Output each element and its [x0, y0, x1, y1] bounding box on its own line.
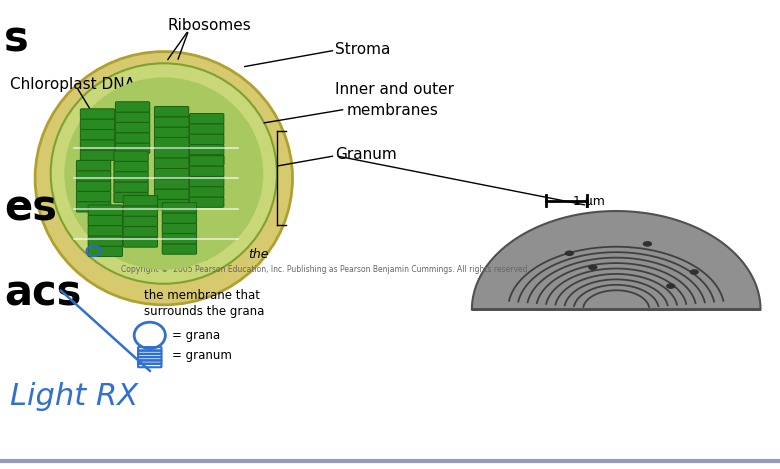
FancyBboxPatch shape [162, 203, 197, 213]
Text: Light RX: Light RX [10, 382, 138, 411]
Ellipse shape [64, 77, 264, 270]
Text: Stroma: Stroma [335, 42, 391, 57]
FancyBboxPatch shape [190, 187, 224, 197]
FancyBboxPatch shape [80, 119, 115, 129]
FancyBboxPatch shape [154, 106, 189, 117]
FancyBboxPatch shape [190, 155, 224, 165]
FancyBboxPatch shape [154, 148, 189, 158]
Text: Chloroplast DNA: Chloroplast DNA [10, 77, 135, 92]
FancyBboxPatch shape [190, 176, 224, 187]
FancyBboxPatch shape [115, 122, 150, 133]
FancyBboxPatch shape [114, 192, 148, 203]
FancyBboxPatch shape [190, 156, 224, 166]
FancyBboxPatch shape [123, 227, 158, 237]
FancyBboxPatch shape [76, 202, 111, 212]
Text: = grana: = grana [172, 329, 220, 342]
FancyBboxPatch shape [123, 196, 158, 206]
FancyBboxPatch shape [154, 117, 189, 127]
FancyBboxPatch shape [162, 223, 197, 234]
FancyBboxPatch shape [190, 144, 224, 155]
FancyBboxPatch shape [76, 160, 111, 171]
Ellipse shape [35, 52, 293, 305]
Text: Granum: Granum [335, 147, 397, 162]
FancyBboxPatch shape [190, 134, 224, 144]
FancyBboxPatch shape [154, 127, 189, 137]
Text: = granum: = granum [172, 349, 232, 362]
FancyBboxPatch shape [80, 140, 115, 150]
FancyBboxPatch shape [154, 158, 189, 168]
FancyBboxPatch shape [123, 237, 158, 247]
FancyBboxPatch shape [162, 244, 197, 254]
Text: es: es [4, 188, 57, 230]
FancyBboxPatch shape [154, 168, 189, 179]
FancyBboxPatch shape [190, 166, 224, 176]
FancyBboxPatch shape [190, 113, 224, 124]
FancyBboxPatch shape [154, 137, 189, 148]
Text: Copyright ©  2005 Pearson Education, Inc. Publishing as Pearson Benjamin Cumming: Copyright © 2005 Pearson Education, Inc.… [121, 265, 530, 274]
Text: s: s [4, 19, 29, 61]
Text: Ribosomes: Ribosomes [168, 18, 251, 33]
FancyBboxPatch shape [190, 197, 224, 207]
Text: the: the [248, 248, 268, 261]
FancyBboxPatch shape [88, 226, 122, 236]
FancyBboxPatch shape [76, 181, 111, 191]
Ellipse shape [666, 283, 675, 289]
Ellipse shape [690, 269, 699, 275]
Text: Thylakoid: Thylakoid [136, 248, 210, 263]
FancyBboxPatch shape [154, 179, 189, 189]
Ellipse shape [565, 250, 574, 256]
Ellipse shape [588, 265, 597, 270]
FancyBboxPatch shape [115, 102, 150, 112]
Text: the membrane that: the membrane that [144, 289, 261, 302]
FancyBboxPatch shape [114, 172, 148, 182]
FancyBboxPatch shape [190, 124, 224, 134]
FancyBboxPatch shape [114, 182, 148, 192]
FancyBboxPatch shape [80, 129, 115, 140]
Text: membranes: membranes [347, 103, 439, 118]
FancyBboxPatch shape [88, 246, 122, 257]
FancyBboxPatch shape [88, 236, 122, 246]
Text: 1 μm: 1 μm [573, 195, 605, 208]
FancyBboxPatch shape [154, 189, 189, 199]
Ellipse shape [643, 241, 652, 247]
FancyBboxPatch shape [76, 191, 111, 202]
FancyBboxPatch shape [162, 234, 197, 244]
FancyBboxPatch shape [80, 109, 115, 119]
Text: acs: acs [4, 272, 81, 314]
FancyBboxPatch shape [162, 213, 197, 223]
FancyBboxPatch shape [76, 171, 111, 181]
FancyBboxPatch shape [114, 151, 148, 161]
FancyBboxPatch shape [115, 112, 150, 122]
PathPatch shape [472, 211, 760, 310]
Text: surrounds the grana: surrounds the grana [144, 305, 264, 318]
FancyBboxPatch shape [115, 143, 150, 153]
FancyBboxPatch shape [123, 216, 158, 227]
FancyBboxPatch shape [88, 215, 122, 226]
Ellipse shape [51, 63, 277, 284]
FancyBboxPatch shape [154, 199, 189, 210]
FancyBboxPatch shape [88, 205, 122, 215]
FancyBboxPatch shape [80, 150, 115, 160]
FancyBboxPatch shape [115, 133, 150, 143]
Text: Inner and outer: Inner and outer [335, 82, 455, 97]
FancyBboxPatch shape [123, 206, 158, 216]
FancyBboxPatch shape [114, 161, 148, 172]
